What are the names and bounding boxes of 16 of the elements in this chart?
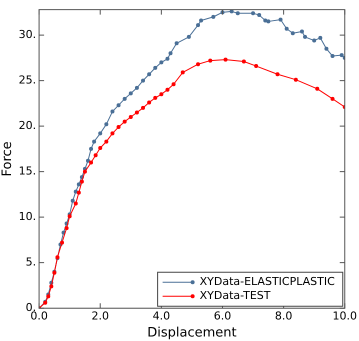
x-tick-label: 0.0 <box>30 310 48 323</box>
y-tick-label: 15. <box>18 164 36 178</box>
x-tick-label: 10.0 <box>332 310 358 323</box>
y-tick-label: 30. <box>18 28 36 41</box>
x-tick-label: 4.0 <box>152 310 170 323</box>
x-axis-title: Displacement <box>147 326 237 341</box>
x-tick-label: 6.0 <box>214 310 232 323</box>
y-tick-label: 25. <box>18 73 36 86</box>
legend-label: XYData-TEST <box>200 289 271 302</box>
x-tick-label: 2.0 <box>91 310 109 323</box>
legend-label: XYData-ELASTICPLASTIC <box>200 275 336 288</box>
y-tick-label: 20. <box>18 118 36 132</box>
y-axis-title: Force <box>0 141 16 176</box>
y-tick-label: 10. <box>18 210 36 224</box>
x-tick-label: 8.0 <box>274 310 292 323</box>
y-tick-label: 5. <box>26 256 36 269</box>
